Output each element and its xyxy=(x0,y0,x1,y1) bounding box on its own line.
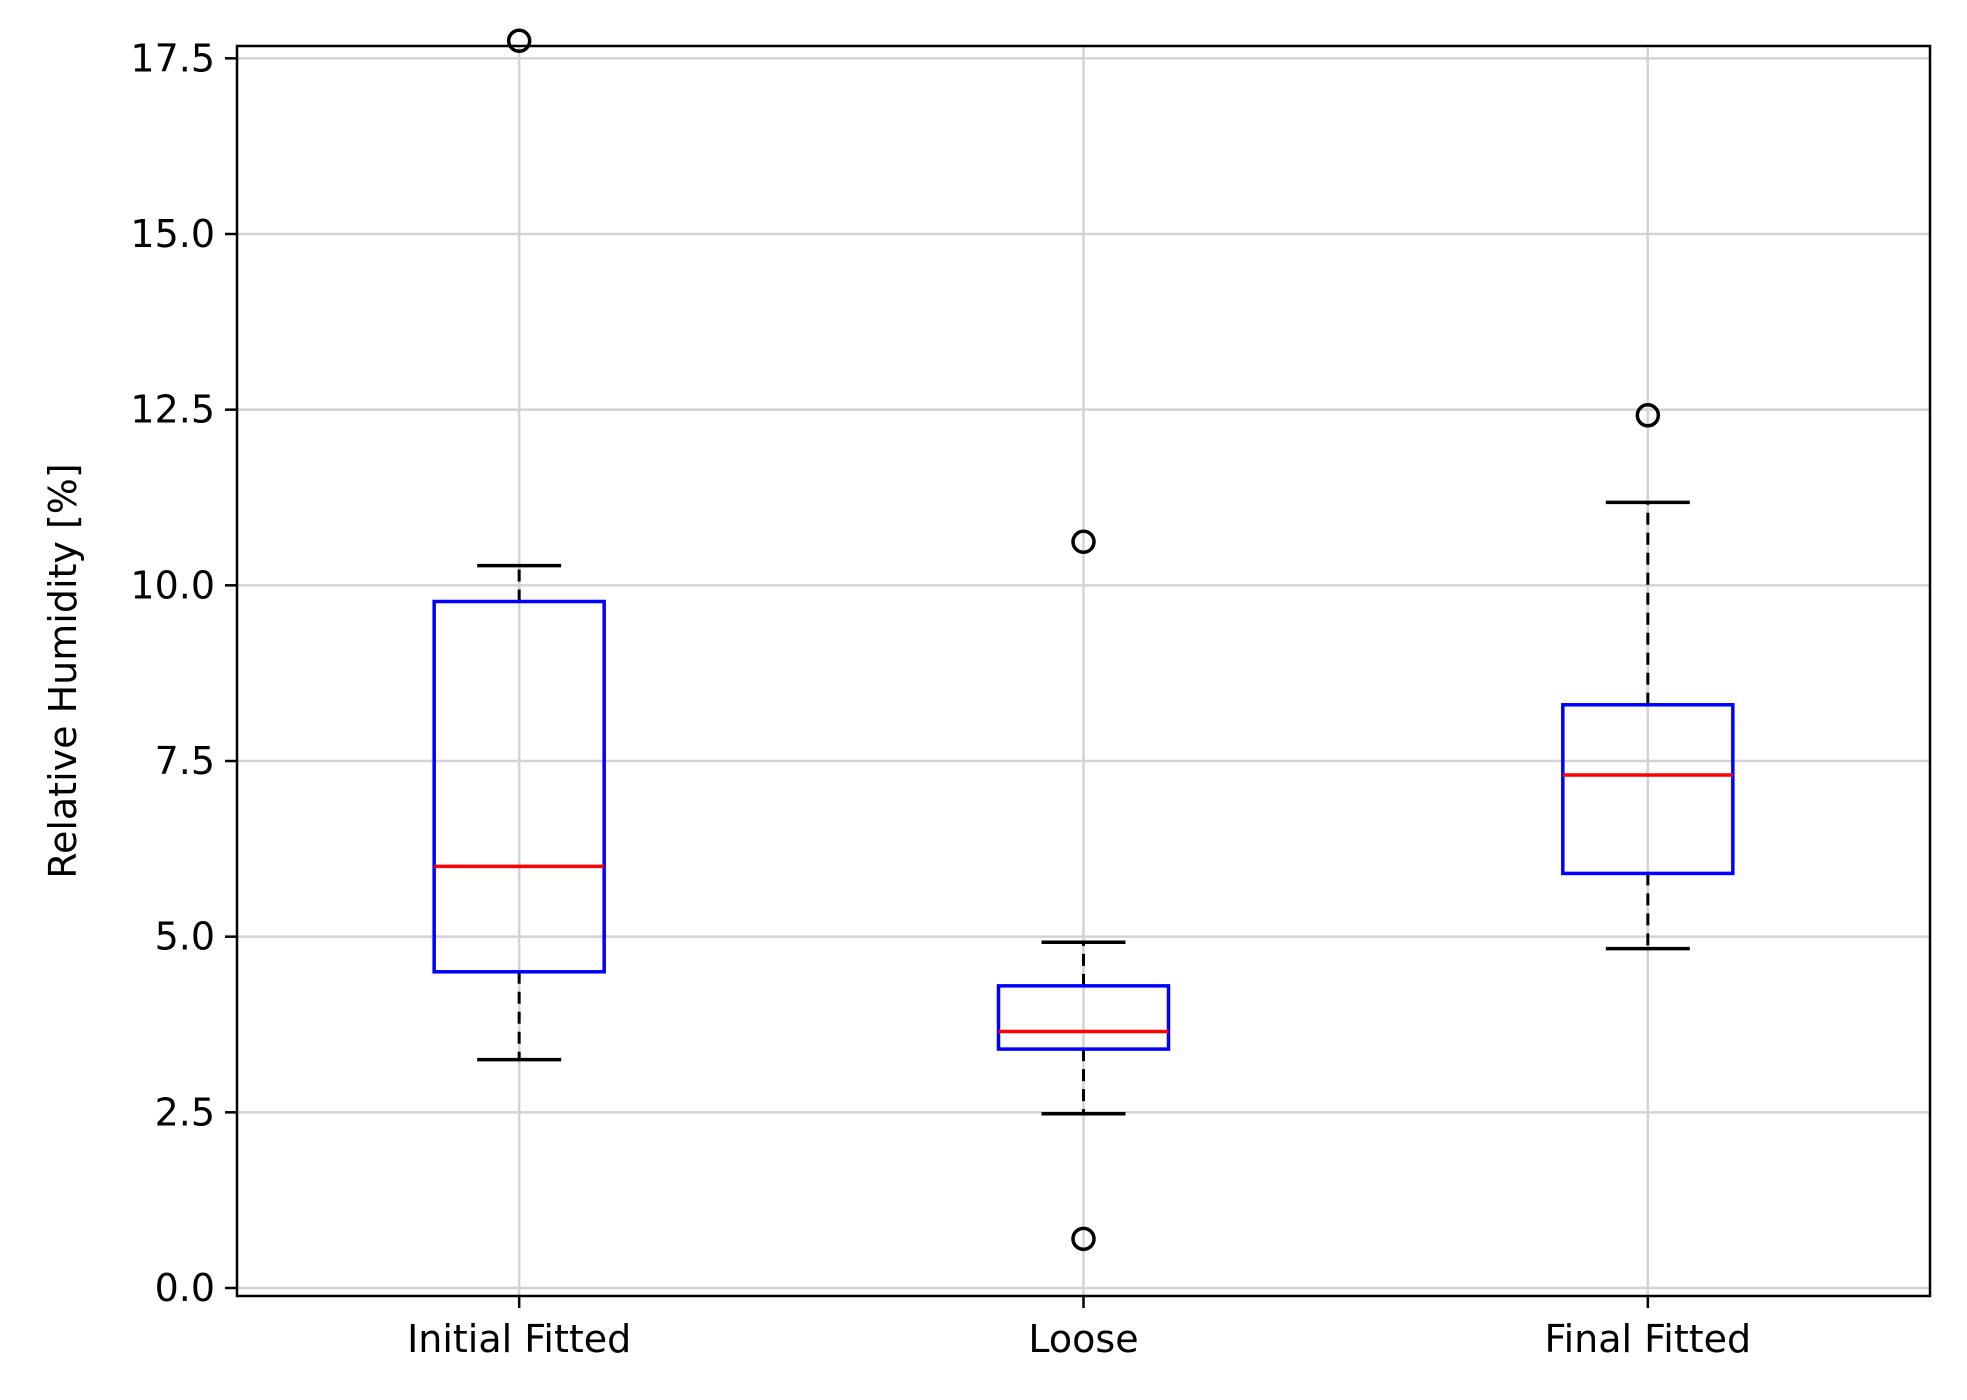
y-tick-label: 17.5 xyxy=(130,36,215,80)
box-group xyxy=(1561,403,1735,951)
y-tick-label: 2.5 xyxy=(155,1090,215,1134)
outlier-point xyxy=(1071,1226,1096,1252)
x-tick-label: Final Fitted xyxy=(1545,1317,1752,1361)
grid-lines xyxy=(237,46,1930,1296)
y-tick-label: 12.5 xyxy=(130,388,215,432)
x-axis-ticks: Initial Fitted Loose Final Fitted xyxy=(407,1296,1751,1361)
iqr-box xyxy=(1561,703,1735,876)
y-tick-label: 5.0 xyxy=(155,915,215,959)
y-tick-label: 10.0 xyxy=(130,563,215,607)
outlier-point xyxy=(506,28,532,54)
outlier-point xyxy=(1635,403,1661,428)
y-axis-ticks: 0.0 2.5 5.0 7.5 10.0 12.5 15.0 17.5 xyxy=(130,36,237,1310)
y-tick-label: 15.0 xyxy=(130,212,215,256)
box-group xyxy=(996,529,1171,1252)
box-series xyxy=(432,28,1735,1252)
y-tick-label: 7.5 xyxy=(155,739,215,783)
iqr-box xyxy=(432,599,606,974)
iqr-box xyxy=(996,984,1171,1051)
x-tick-label: Loose xyxy=(1028,1317,1138,1361)
y-axis-label: Relative Humidity [%] xyxy=(41,463,85,878)
box-group xyxy=(432,28,606,1062)
x-tick-label: Initial Fitted xyxy=(407,1317,631,1361)
outlier-point xyxy=(1071,529,1096,555)
y-tick-label: 0.0 xyxy=(155,1266,215,1310)
